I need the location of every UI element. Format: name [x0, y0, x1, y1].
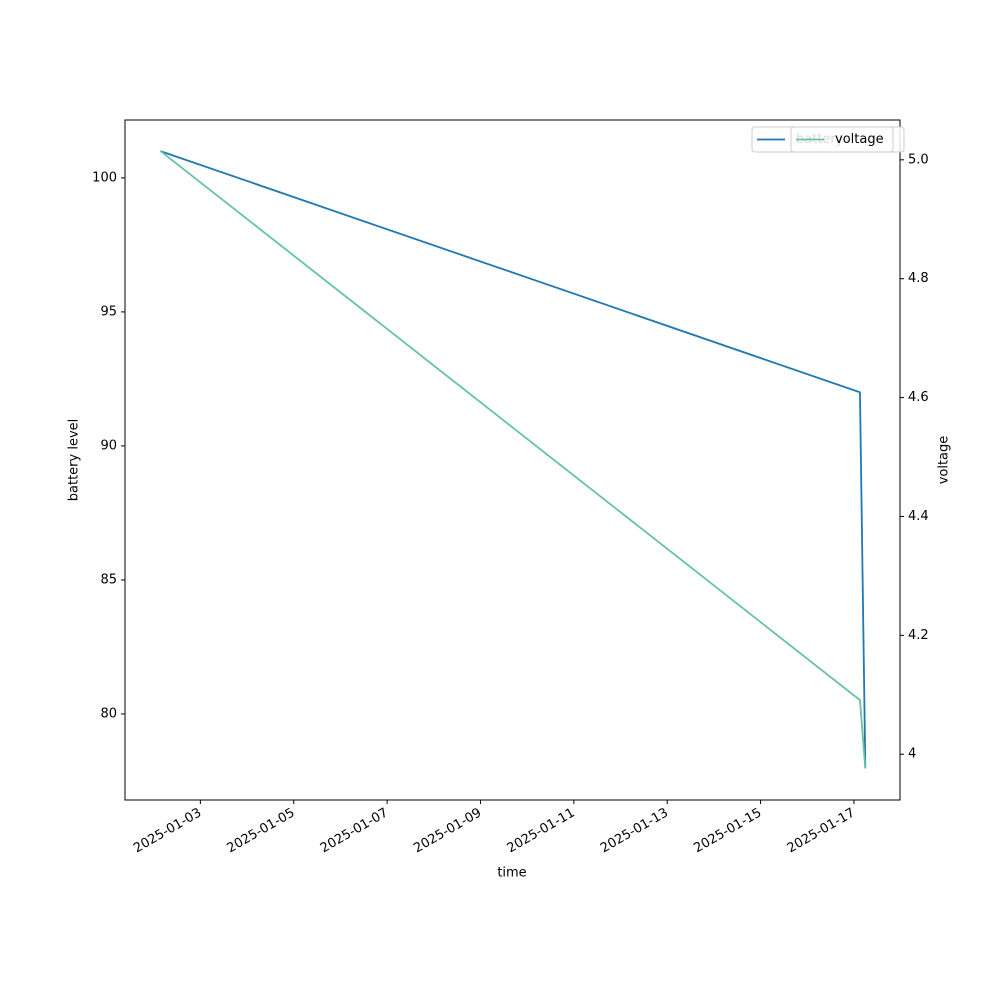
x-axis-label: time [497, 866, 526, 881]
y2-tick-label: 4 [908, 747, 916, 762]
y-axis-label: battery level [67, 419, 82, 502]
y-tick-label: 90 [100, 438, 117, 453]
line-series [160, 150, 867, 768]
y2-tick-label: 4.8 [908, 271, 929, 286]
y-tick-label: 95 [100, 304, 117, 319]
plot-frame [124, 119, 901, 801]
y2-tick-label: 4.6 [908, 390, 929, 405]
y2-tick-label: 4.4 [908, 509, 929, 524]
y-tick-label: 85 [100, 572, 117, 587]
y-tick-label: 100 [92, 170, 117, 185]
legend-box [790, 126, 894, 153]
y-tick-label: 80 [100, 706, 117, 721]
line-series [159, 150, 867, 769]
y2-tick-label: 5.0 [908, 152, 929, 167]
y2-tick-label: 4.2 [908, 628, 929, 643]
y2-axis-label: voltage [937, 436, 952, 485]
legend-label: voltage [835, 132, 884, 147]
